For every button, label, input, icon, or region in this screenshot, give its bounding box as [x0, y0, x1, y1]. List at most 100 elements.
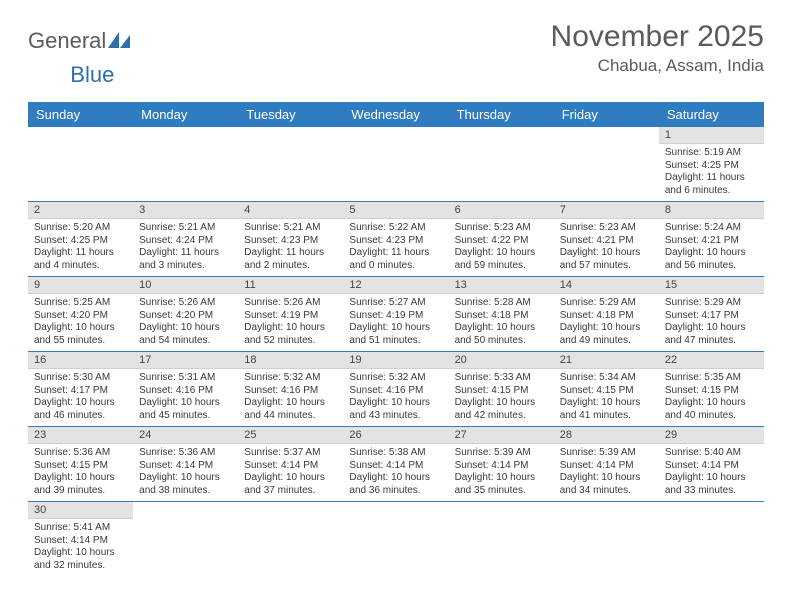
day-body: Sunrise: 5:23 AMSunset: 4:22 PMDaylight:…: [449, 219, 554, 276]
sunset-text: Sunset: 4:15 PM: [455, 385, 548, 398]
day-body: Sunrise: 5:33 AMSunset: 4:15 PMDaylight:…: [449, 369, 554, 426]
day-body: Sunrise: 5:28 AMSunset: 4:18 PMDaylight:…: [449, 294, 554, 351]
day-number: 18: [238, 352, 343, 369]
day-cell: 17Sunrise: 5:31 AMSunset: 4:16 PMDayligh…: [133, 352, 238, 427]
day-cell: [449, 127, 554, 202]
day-body: Sunrise: 5:19 AMSunset: 4:25 PMDaylight:…: [659, 144, 764, 201]
sunrise-text: Sunrise: 5:38 AM: [349, 447, 442, 460]
day-body: Sunrise: 5:29 AMSunset: 4:17 PMDaylight:…: [659, 294, 764, 351]
day-cell: [659, 502, 764, 577]
day-cell: 24Sunrise: 5:36 AMSunset: 4:14 PMDayligh…: [133, 427, 238, 502]
daylight-text: Daylight: 10 hours and 45 minutes.: [139, 397, 232, 422]
day-number: 12: [343, 277, 448, 294]
daylight-text: Daylight: 10 hours and 46 minutes.: [34, 397, 127, 422]
sunset-text: Sunset: 4:14 PM: [455, 460, 548, 473]
day-number: 14: [554, 277, 659, 294]
dayname-row: Sunday Monday Tuesday Wednesday Thursday…: [28, 102, 764, 127]
sunset-text: Sunset: 4:14 PM: [244, 460, 337, 473]
sunrise-text: Sunrise: 5:20 AM: [34, 222, 127, 235]
day-body: Sunrise: 5:23 AMSunset: 4:21 PMDaylight:…: [554, 219, 659, 276]
logo-text-general: General: [28, 28, 106, 54]
sunrise-text: Sunrise: 5:29 AM: [560, 297, 653, 310]
day-cell: 12Sunrise: 5:27 AMSunset: 4:19 PMDayligh…: [343, 277, 448, 352]
sunrise-text: Sunrise: 5:36 AM: [139, 447, 232, 460]
day-number: 24: [133, 427, 238, 444]
sunrise-text: Sunrise: 5:30 AM: [34, 372, 127, 385]
day-body: Sunrise: 5:39 AMSunset: 4:14 PMDaylight:…: [554, 444, 659, 501]
dayname-fri: Friday: [554, 102, 659, 127]
day-cell: [28, 127, 133, 202]
sunrise-text: Sunrise: 5:34 AM: [560, 372, 653, 385]
day-cell: 25Sunrise: 5:37 AMSunset: 4:14 PMDayligh…: [238, 427, 343, 502]
dayname-thu: Thursday: [449, 102, 554, 127]
daylight-text: Daylight: 10 hours and 52 minutes.: [244, 322, 337, 347]
week-row: 16Sunrise: 5:30 AMSunset: 4:17 PMDayligh…: [28, 352, 764, 427]
day-body: Sunrise: 5:39 AMSunset: 4:14 PMDaylight:…: [449, 444, 554, 501]
sail-icon: [108, 32, 130, 50]
week-row: 1Sunrise: 5:19 AMSunset: 4:25 PMDaylight…: [28, 127, 764, 202]
sunset-text: Sunset: 4:18 PM: [560, 310, 653, 323]
daylight-text: Daylight: 10 hours and 44 minutes.: [244, 397, 337, 422]
daylight-text: Daylight: 10 hours and 56 minutes.: [665, 247, 758, 272]
daylight-text: Daylight: 10 hours and 41 minutes.: [560, 397, 653, 422]
day-cell: 3Sunrise: 5:21 AMSunset: 4:24 PMDaylight…: [133, 202, 238, 277]
day-number: 30: [28, 502, 133, 519]
day-body: Sunrise: 5:38 AMSunset: 4:14 PMDaylight:…: [343, 444, 448, 501]
sunset-text: Sunset: 4:20 PM: [34, 310, 127, 323]
day-body: Sunrise: 5:35 AMSunset: 4:15 PMDaylight:…: [659, 369, 764, 426]
day-number: 6: [449, 202, 554, 219]
day-body: Sunrise: 5:32 AMSunset: 4:16 PMDaylight:…: [343, 369, 448, 426]
day-cell: 21Sunrise: 5:34 AMSunset: 4:15 PMDayligh…: [554, 352, 659, 427]
day-body: Sunrise: 5:22 AMSunset: 4:23 PMDaylight:…: [343, 219, 448, 276]
day-cell: 6Sunrise: 5:23 AMSunset: 4:22 PMDaylight…: [449, 202, 554, 277]
week-row: 23Sunrise: 5:36 AMSunset: 4:15 PMDayligh…: [28, 427, 764, 502]
sunrise-text: Sunrise: 5:32 AM: [244, 372, 337, 385]
day-number: 10: [133, 277, 238, 294]
day-cell: [554, 502, 659, 577]
day-body: Sunrise: 5:20 AMSunset: 4:25 PMDaylight:…: [28, 219, 133, 276]
day-cell: 20Sunrise: 5:33 AMSunset: 4:15 PMDayligh…: [449, 352, 554, 427]
day-cell: 1Sunrise: 5:19 AMSunset: 4:25 PMDaylight…: [659, 127, 764, 202]
day-cell: 2Sunrise: 5:20 AMSunset: 4:25 PMDaylight…: [28, 202, 133, 277]
sunset-text: Sunset: 4:23 PM: [244, 235, 337, 248]
day-number: 27: [449, 427, 554, 444]
daylight-text: Daylight: 10 hours and 42 minutes.: [455, 397, 548, 422]
day-number: 2: [28, 202, 133, 219]
daylight-text: Daylight: 10 hours and 49 minutes.: [560, 322, 653, 347]
day-cell: 5Sunrise: 5:22 AMSunset: 4:23 PMDaylight…: [343, 202, 448, 277]
daylight-text: Daylight: 10 hours and 33 minutes.: [665, 472, 758, 497]
day-cell: 15Sunrise: 5:29 AMSunset: 4:17 PMDayligh…: [659, 277, 764, 352]
sunset-text: Sunset: 4:20 PM: [139, 310, 232, 323]
daylight-text: Daylight: 10 hours and 38 minutes.: [139, 472, 232, 497]
sunset-text: Sunset: 4:23 PM: [349, 235, 442, 248]
sunrise-text: Sunrise: 5:39 AM: [560, 447, 653, 460]
daylight-text: Daylight: 10 hours and 43 minutes.: [349, 397, 442, 422]
sunset-text: Sunset: 4:21 PM: [665, 235, 758, 248]
daylight-text: Daylight: 11 hours and 0 minutes.: [349, 247, 442, 272]
dayname-sat: Saturday: [659, 102, 764, 127]
sunset-text: Sunset: 4:17 PM: [34, 385, 127, 398]
day-number: 23: [28, 427, 133, 444]
daylight-text: Daylight: 11 hours and 6 minutes.: [665, 172, 758, 197]
day-body: Sunrise: 5:37 AMSunset: 4:14 PMDaylight:…: [238, 444, 343, 501]
sunset-text: Sunset: 4:15 PM: [34, 460, 127, 473]
day-number: 16: [28, 352, 133, 369]
day-cell: [343, 502, 448, 577]
sunset-text: Sunset: 4:15 PM: [665, 385, 758, 398]
day-number: 8: [659, 202, 764, 219]
day-cell: 23Sunrise: 5:36 AMSunset: 4:15 PMDayligh…: [28, 427, 133, 502]
day-body: Sunrise: 5:21 AMSunset: 4:24 PMDaylight:…: [133, 219, 238, 276]
sunset-text: Sunset: 4:16 PM: [139, 385, 232, 398]
day-number: 17: [133, 352, 238, 369]
day-body: Sunrise: 5:27 AMSunset: 4:19 PMDaylight:…: [343, 294, 448, 351]
dayname-tue: Tuesday: [238, 102, 343, 127]
day-number: 7: [554, 202, 659, 219]
day-number: 20: [449, 352, 554, 369]
day-body: Sunrise: 5:36 AMSunset: 4:15 PMDaylight:…: [28, 444, 133, 501]
day-cell: 26Sunrise: 5:38 AMSunset: 4:14 PMDayligh…: [343, 427, 448, 502]
sunrise-text: Sunrise: 5:39 AM: [455, 447, 548, 460]
daylight-text: Daylight: 10 hours and 57 minutes.: [560, 247, 653, 272]
day-number: 26: [343, 427, 448, 444]
sunrise-text: Sunrise: 5:32 AM: [349, 372, 442, 385]
month-title: November 2025: [551, 20, 764, 54]
